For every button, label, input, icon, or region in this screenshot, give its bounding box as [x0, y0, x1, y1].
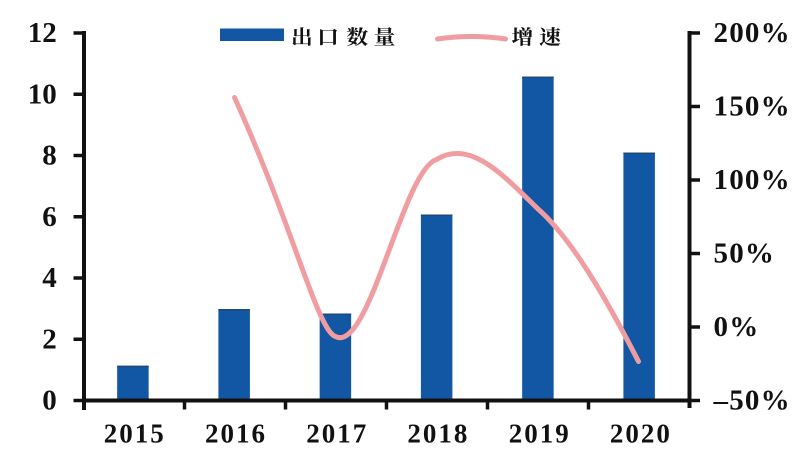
svg-text:–50%: –50% [713, 385, 791, 417]
svg-text:2018: 2018 [407, 419, 469, 449]
svg-text:150%: 150% [714, 91, 791, 123]
svg-text:2016: 2016 [205, 419, 267, 449]
svg-text:100%: 100% [714, 164, 791, 196]
svg-text:6: 6 [42, 201, 57, 233]
svg-text:10: 10 [28, 79, 57, 111]
svg-text:2015: 2015 [104, 419, 166, 449]
svg-text:50%: 50% [714, 238, 776, 270]
svg-text:0%: 0% [714, 311, 760, 343]
svg-text:2017: 2017 [306, 419, 368, 449]
svg-text:2019: 2019 [509, 419, 571, 449]
svg-text:0: 0 [42, 385, 57, 417]
svg-text:2: 2 [42, 323, 57, 355]
svg-text:4: 4 [42, 262, 57, 294]
svg-text:200%: 200% [714, 17, 791, 49]
svg-text:8: 8 [42, 140, 57, 172]
svg-text:12: 12 [28, 17, 57, 49]
svg-text:2020: 2020 [610, 419, 672, 449]
